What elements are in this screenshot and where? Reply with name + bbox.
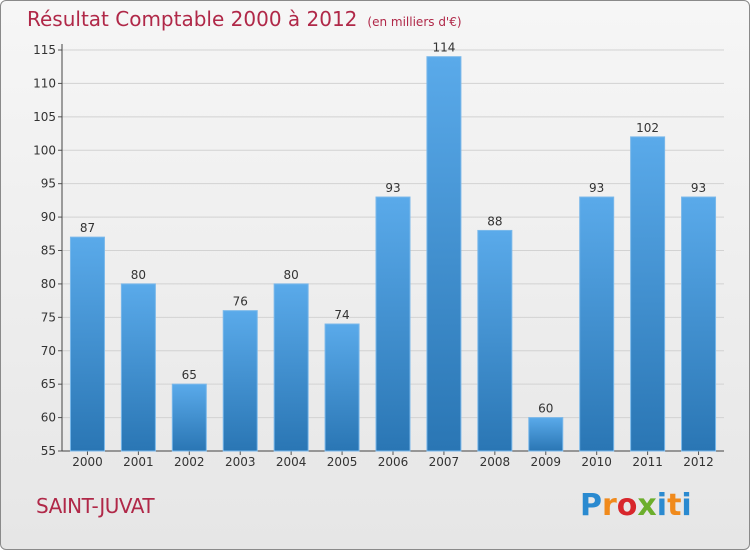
y-tick-label: 95 [41,177,56,191]
label-layer: 55 60 65 70 75 80 85 90 95 100 105 110 115 87 2000 80 20… [33,41,714,469]
value-label-2009: 60 [538,402,553,416]
x-tick-label-2001: 2001 [123,455,154,469]
x-tick-label-2004: 2004 [276,455,307,469]
bar-2008 [477,229,513,452]
y-tick-label: 115 [33,43,56,57]
bar-2010 [579,196,615,452]
logo-letter: t [667,488,682,523]
y-tick-label: 85 [41,244,56,258]
x-tick-label-2010: 2010 [581,455,612,469]
logo-letter: P [580,488,602,523]
bar-2004 [273,283,309,452]
value-label-2003: 76 [233,295,248,309]
value-label-2010: 93 [589,181,604,195]
value-label-2006: 93 [385,181,400,195]
y-tick-label: 80 [41,277,56,291]
x-tick-label-2007: 2007 [429,455,460,469]
y-tick-label: 110 [33,76,56,90]
x-tick-label-2012: 2012 [683,455,714,469]
value-label-2000: 87 [80,221,95,235]
y-tick-label: 70 [41,344,56,358]
bar-2001 [120,283,156,452]
logo-letter: r [602,488,617,523]
value-label-2002: 65 [182,368,197,382]
x-tick-label-2008: 2008 [480,455,511,469]
bar-2002 [171,383,207,452]
x-tick-label-2002: 2002 [174,455,205,469]
chart-subtitle: (en milliers d'€) [367,15,462,29]
bar-2007 [426,56,462,452]
value-label-2008: 88 [487,214,502,228]
value-label-2012: 93 [691,181,706,195]
value-label-2007: 114 [432,41,455,55]
bar-2003 [222,310,258,452]
y-tick-label: 55 [41,444,56,458]
logo-letter: x [637,488,657,523]
y-tick-label: 100 [33,143,56,157]
value-label-2005: 74 [334,308,349,322]
y-tick-label: 75 [41,310,56,324]
chart-title: Résultat Comptable 2000 à 2012 [27,7,358,31]
y-tick-label: 65 [41,377,56,391]
value-label-2011: 102 [636,121,659,135]
x-tick-label-2000: 2000 [72,455,103,469]
x-tick-label-2011: 2011 [632,455,663,469]
y-tick-label: 105 [33,110,56,124]
y-tick-label: 90 [41,210,56,224]
bar-2009 [528,417,564,452]
x-tick-label-2003: 2003 [225,455,256,469]
x-tick-label-2009: 2009 [530,455,561,469]
bar-2000 [69,236,105,452]
commune-name: SAINT-JUVAT [36,494,155,518]
title-row: Résultat Comptable 2000 à 2012 (en millie… [27,7,462,31]
logo-letter: i [656,488,668,523]
x-tick-label-2006: 2006 [378,455,409,469]
bar-2011 [630,136,666,452]
bar-2005 [324,323,360,452]
y-tick-label: 60 [41,411,56,425]
value-label-2001: 80 [131,268,146,282]
logo-letter: i [681,488,692,523]
logo-letter: o [616,488,638,523]
bar-2012 [681,196,717,452]
bar-layer [69,56,717,452]
proxiti-logo: Proxiti [580,488,692,523]
x-tick-label-2005: 2005 [327,455,358,469]
value-label-2004: 80 [284,268,299,282]
bar-2006 [375,196,411,452]
